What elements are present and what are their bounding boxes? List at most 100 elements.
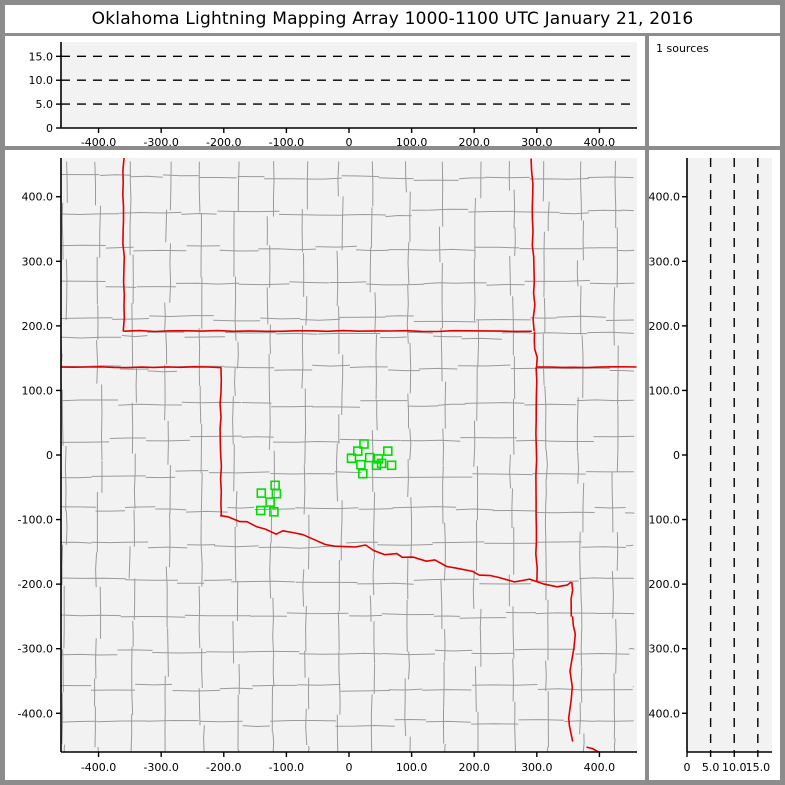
county-border xyxy=(199,385,202,424)
county-border xyxy=(200,472,203,522)
county-border xyxy=(514,211,560,213)
county-border xyxy=(133,249,187,252)
x-tick-label-7: 300.0 xyxy=(521,136,553,146)
county-border xyxy=(94,161,96,206)
county-border xyxy=(407,459,409,498)
county-border xyxy=(581,546,627,548)
county-border xyxy=(388,369,420,372)
county-border xyxy=(214,545,259,548)
county-border xyxy=(99,205,102,258)
altitude-north-south-plot[interactable]: -400.0 -300.0 -200.0 -100.0 0 100.0 200.0 300.0… xyxy=(649,150,780,780)
county-border xyxy=(377,544,433,546)
y-tick-label-3: 15.0 xyxy=(29,50,54,63)
county-border xyxy=(407,393,409,429)
x-tick-label-6: 200.0 xyxy=(458,136,490,146)
county-border xyxy=(165,330,168,365)
county-border xyxy=(341,354,344,415)
county-border xyxy=(61,720,97,723)
x-tick-label-6: 200.0 xyxy=(458,761,490,774)
county-border xyxy=(338,651,341,689)
county-border xyxy=(272,656,275,687)
county-border xyxy=(413,320,477,323)
source-marker xyxy=(382,446,393,456)
county-border xyxy=(580,577,582,606)
plan-view-map-plot[interactable]: -400.0 -300.0 -200.0 -100.0 0 100.0 200.0 300.0… xyxy=(5,150,645,780)
county-border xyxy=(514,701,516,752)
county-border xyxy=(628,647,635,650)
x-tick-label-3: -100.0 xyxy=(269,761,304,774)
plot-area-background xyxy=(687,158,772,752)
county-border xyxy=(579,531,581,578)
county-border xyxy=(370,694,373,752)
county-border xyxy=(339,438,401,442)
y-tick-label-5: 100.0 xyxy=(649,384,680,397)
county-border xyxy=(579,161,582,221)
county-border xyxy=(576,397,579,452)
county-border xyxy=(198,688,201,726)
county-border xyxy=(307,745,310,752)
county-border xyxy=(474,197,476,259)
county-border xyxy=(61,389,64,446)
county-border xyxy=(543,231,545,298)
county-border xyxy=(433,335,462,338)
county-border xyxy=(100,174,132,176)
county-border xyxy=(358,508,393,510)
county-border xyxy=(477,319,480,368)
county-border xyxy=(303,464,306,515)
county-border xyxy=(117,649,153,651)
y-tick-label-0: -400.0 xyxy=(18,707,53,720)
county-border xyxy=(336,714,339,752)
x-tick-label-2: -200.0 xyxy=(206,761,241,774)
county-border xyxy=(376,399,378,431)
county-border xyxy=(380,336,407,339)
x-tick-label-0: 0 xyxy=(684,761,691,774)
source-marker xyxy=(371,460,382,471)
county-border xyxy=(297,683,341,686)
county-border xyxy=(471,684,538,686)
county-border xyxy=(536,541,582,543)
county-border xyxy=(512,658,514,702)
county-border xyxy=(442,428,445,466)
county-border xyxy=(96,340,99,384)
county-border xyxy=(198,328,201,386)
county-border xyxy=(511,488,513,529)
county-border xyxy=(149,315,214,318)
altitude-east-west-plot[interactable]: 0 5.0 10.0 15.0 -400.0 -300.0 -200.0 -100.0 0 100… xyxy=(5,36,645,146)
county-border xyxy=(302,569,305,607)
source-marker xyxy=(346,453,357,464)
county-border xyxy=(233,444,235,492)
y-tick-label-6: 200.0 xyxy=(22,320,54,333)
county-border xyxy=(162,174,199,177)
county-border xyxy=(61,317,113,319)
county-border xyxy=(337,161,340,197)
county-border xyxy=(509,255,511,296)
x-tick-label-7: 300.0 xyxy=(521,761,553,774)
county-border xyxy=(200,522,203,587)
state-border-ar-la-tx xyxy=(567,616,577,742)
county-border xyxy=(270,720,337,722)
county-border xyxy=(616,405,619,472)
state-border-ok-ar xyxy=(535,367,538,582)
county-border xyxy=(340,500,343,561)
county-border xyxy=(372,492,376,559)
county-border xyxy=(61,692,64,745)
county-border xyxy=(169,512,171,568)
x-tick-label-3: 15.0 xyxy=(746,761,771,774)
county-border xyxy=(298,653,346,655)
county-border xyxy=(312,364,351,367)
state-border-red-river xyxy=(219,514,572,588)
source-marker xyxy=(265,497,275,507)
county-border xyxy=(213,319,261,322)
county-border xyxy=(374,292,377,334)
county-border xyxy=(626,544,634,547)
county-border xyxy=(409,342,412,394)
county-border xyxy=(131,646,134,715)
county-border xyxy=(260,317,301,320)
county-border xyxy=(273,440,340,443)
county-border xyxy=(381,613,434,616)
county-border xyxy=(95,552,98,588)
source-marker xyxy=(352,446,363,456)
county-border xyxy=(468,210,515,213)
county-border xyxy=(146,719,199,722)
county-border xyxy=(199,720,243,723)
